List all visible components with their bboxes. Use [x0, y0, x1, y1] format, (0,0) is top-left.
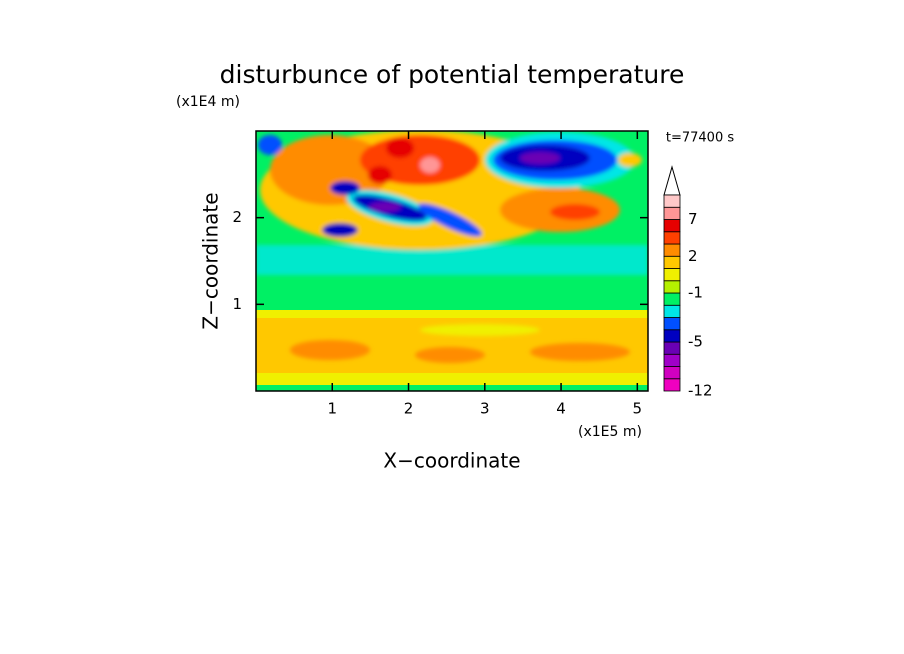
- colorbar-swatch: [663, 219, 681, 233]
- colorbar-swatch: [663, 206, 681, 220]
- colorbar-swatch: [663, 353, 681, 367]
- colorbar-label: -12: [688, 382, 713, 400]
- colorbar-swatch: [663, 366, 681, 380]
- colorbar-swatch: [663, 378, 681, 392]
- colorbar-swatch: [663, 317, 681, 331]
- colorbar-arrow: [663, 165, 681, 196]
- chart-title: disturbunce of potential temperature: [220, 60, 685, 89]
- contour-field: [256, 131, 648, 391]
- colorbar-swatch: [663, 304, 681, 318]
- colorbar-label: -5: [688, 333, 703, 351]
- x-axis-title: X−coordinate: [383, 449, 520, 473]
- colorbar-swatch: [663, 292, 681, 306]
- x-unit: (x1E5 m): [578, 424, 642, 440]
- colorbar-swatch: [663, 194, 681, 208]
- colorbar-label: 2: [688, 247, 698, 265]
- y-unit: (x1E4 m): [176, 94, 240, 110]
- time-label: t=77400 s: [666, 131, 734, 146]
- colorbar-swatch: [663, 231, 681, 245]
- y-axis-title: Z−coordinate: [199, 192, 223, 329]
- colorbar-swatch: [663, 268, 681, 282]
- colorbar-swatch: [663, 280, 681, 294]
- x-tick-label: 2: [404, 400, 414, 418]
- colorbar-label: 7: [688, 210, 698, 228]
- y-tick-label: 2: [232, 208, 242, 226]
- plot-frame: [255, 130, 649, 392]
- colorbar-swatch: [663, 243, 681, 257]
- x-tick-label: 1: [327, 400, 337, 418]
- colorbar-label: -1: [688, 284, 703, 302]
- colorbar-swatch: [663, 329, 681, 343]
- x-tick-label: 4: [556, 400, 566, 418]
- x-tick-label: 3: [480, 400, 490, 418]
- x-tick-label: 5: [633, 400, 643, 418]
- colorbar-swatch: [663, 341, 681, 355]
- colorbar-swatch: [663, 255, 681, 269]
- y-tick-label: 1: [232, 295, 242, 313]
